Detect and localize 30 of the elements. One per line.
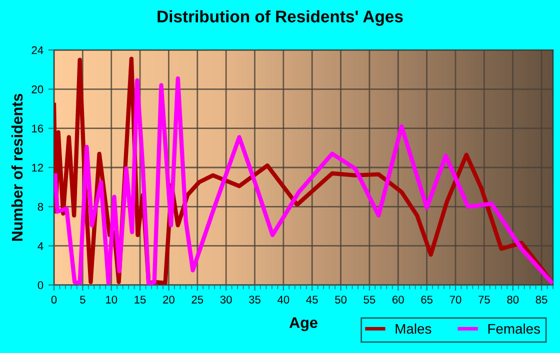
x-tick-label: 35 xyxy=(248,296,260,304)
y-tick-label: 8 xyxy=(38,202,44,211)
x-axis-title: Age xyxy=(289,317,318,332)
chart-title: Distribution of Residents' Ages xyxy=(158,10,403,26)
x-tick-label: 10 xyxy=(106,296,118,304)
legend-label: Females xyxy=(488,324,540,334)
legend-label: Males xyxy=(396,324,432,334)
y-tick-label: 24 xyxy=(32,46,44,54)
x-tick-label: 80 xyxy=(507,296,519,304)
y-tick-label: 4 xyxy=(38,242,44,250)
x-tick-label: 70 xyxy=(450,296,462,304)
x-tick-label: 20 xyxy=(163,296,174,304)
x-tick-label: 85 xyxy=(536,296,548,304)
x-tick-label: 65 xyxy=(421,296,433,304)
y-axis-title: Number of residents xyxy=(11,94,23,241)
x-tick-label: 45 xyxy=(306,296,318,304)
y-tick-label: 0 xyxy=(38,281,44,290)
x-tick-label: 40 xyxy=(278,296,290,304)
x-tick-label: 30 xyxy=(220,296,232,304)
x-tick-label: 25 xyxy=(192,296,204,304)
y-tick-label: 16 xyxy=(32,124,44,132)
x-tick-label: 55 xyxy=(364,296,376,304)
x-tick-label: 15 xyxy=(134,296,146,304)
x-tick-label: 75 xyxy=(478,296,490,304)
y-tick-label: 20 xyxy=(32,85,44,94)
x-tick-label: 5 xyxy=(80,296,86,304)
x-tick-label: 0 xyxy=(51,296,57,304)
y-tick-label: 12 xyxy=(32,164,44,172)
x-tick-label: 50 xyxy=(335,296,347,304)
x-tick-label: 60 xyxy=(392,296,404,304)
